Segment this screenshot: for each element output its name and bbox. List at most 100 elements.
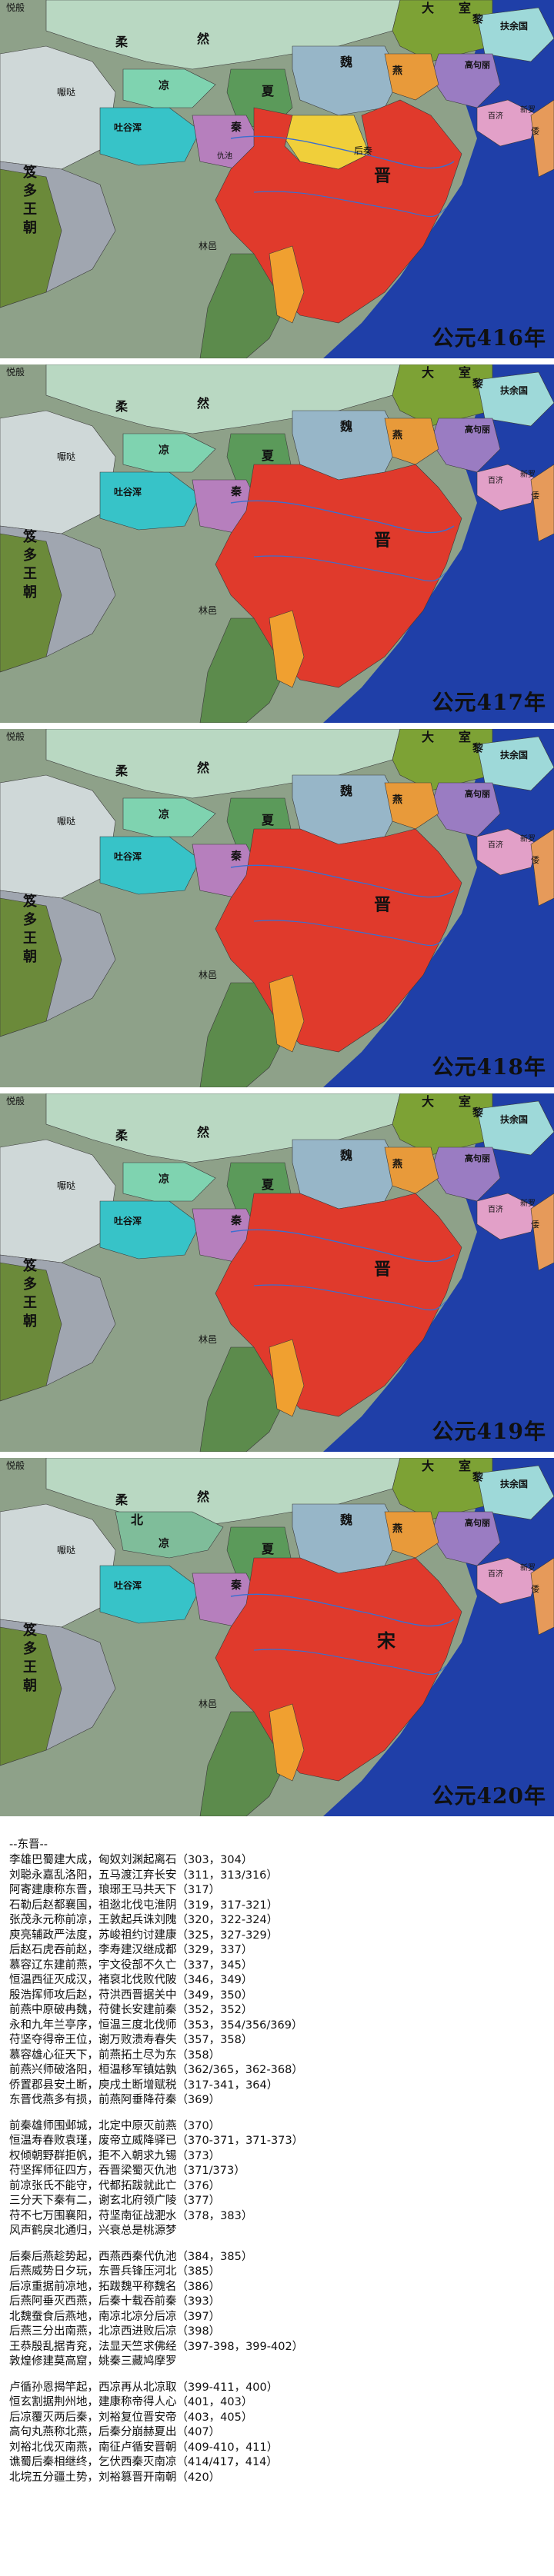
poem-line: 后凉重据前凉地，拓跋魏平称魏名（386） [9, 2280, 221, 2293]
territory-shape [269, 974, 305, 1053]
region-label: 秦 [230, 121, 242, 134]
region-label: 晋 [374, 1260, 391, 1280]
poem-line: 刘聪永嘉乱洛阳，五马渡江弃长安（311，313/316） [9, 1869, 278, 1882]
territory-shape [476, 99, 539, 147]
poem-line: 后燕三分出南燕，北凉西进败后凉（398） [9, 2325, 221, 2338]
region-label: 魏 [339, 1513, 352, 1527]
poem-line: 北魏蚕食后燕地，南凉北凉分后凉（397） [9, 2310, 221, 2323]
poem-line: 风声鹤戾北通归，兴衰总是桃源梦 [9, 2225, 177, 2237]
region-label-char: 朝 [23, 584, 37, 601]
river-line [230, 500, 455, 534]
map-canvas: 悦般大室柔 然黎 扶余国高句丽吐谷浑百济新罗倭夏魏燕秦凉晋林邑笈多王朝嚈哒 [0, 729, 554, 1087]
poem-line: 慕容辽东建前燕，宇文役部不久亡（337，345） [9, 1959, 253, 1972]
region-label: 扶余国 [500, 384, 528, 396]
region-label: 新罗 [520, 469, 536, 479]
map-year-label: 公元416年 [432, 325, 546, 351]
poem-line: 敦煌修建莫高窟，姚秦三藏鸠摩罗 [9, 2355, 177, 2368]
region-label: 秦 [230, 850, 242, 863]
map-panel-2: 悦般 大 室柔 然 黎 扶余国 高句丽 吐谷浑 百济 新罗倭 夏 魏燕秦 凉晋林邑 笈多王朝 嚈哒 公元417… [0, 364, 554, 723]
region-label-char: 笈 [22, 1622, 38, 1639]
region-label: 夏 [261, 448, 275, 463]
region-label: 燕 [392, 429, 402, 441]
poem-line: 后燕阿垂灭西燕，后秦十载吞前秦（393） [9, 2295, 221, 2308]
territory-shape [476, 736, 554, 791]
poem-line: 后秦后燕趁势起，西燕西秦代仇池（384，385） [9, 2250, 253, 2263]
territory-shape [0, 533, 62, 673]
region-label: 嚈哒 [57, 1180, 75, 1191]
map-canvas: 悦般大室柔 然黎 扶余国高句丽吐谷浑百济新罗倭夏魏燕秦凉晋林邑笈多王朝嚈哒 [0, 364, 554, 723]
territory-shape [122, 433, 216, 473]
territory-shape [384, 1147, 439, 1194]
region-label: 百济 [488, 475, 503, 485]
poem-stanzas: 李雄巴蜀建大成，匈奴刘渊起离石（303，304） 刘聪永嘉乱洛阳，五马渡江弃长安（… [9, 1853, 548, 2485]
region-label: 然 [197, 1125, 209, 1140]
poem-line: 卢循孙恩揭竿起，西凉再从北凉取（399-411，400） [9, 2381, 279, 2394]
territory-shape [530, 828, 554, 907]
region-label: 黎 [472, 13, 483, 26]
region-label: 柔 [115, 1128, 128, 1143]
poem-line: 前燕中原破冉魏，苻健长安建前秦（352，352） [9, 2004, 253, 2016]
poem-line: 阿寄建康称东晋，琅琊王马共天下（317） [9, 1884, 221, 1896]
region-label: 嚈哒 [57, 451, 75, 462]
territory-shape [476, 1100, 554, 1156]
region-label: 大 [422, 365, 434, 380]
region-label: 扶余国 [500, 20, 528, 32]
poem-line: 庾亮辅政严法度，苏峻祖约讨建康（325，327-329） [9, 1929, 279, 1942]
region-label: 高句丽 [465, 424, 490, 434]
poem-stanza: 前秦雄师围邺城，北定中原灭前燕（370） 恒温寿春败袁瑾，废帝立威降驿已（370-… [9, 2119, 548, 2239]
region-label: 燕 [392, 65, 402, 77]
region-label: 室 [459, 365, 471, 380]
region-label-char: 笈 [22, 528, 38, 545]
region-label: 室 [459, 1094, 471, 1109]
river-line [230, 1593, 455, 1627]
region-label: 柔 [115, 1493, 128, 1507]
region-label: 晋 [374, 896, 391, 915]
poem-line: 苻坚挥师征四方，吞晋梁蜀灭仇池（371/373） [9, 2165, 245, 2177]
region-label: 黎 [472, 378, 483, 391]
region-label: 新罗 [520, 1563, 536, 1573]
region-label: 柔 [115, 35, 128, 49]
region-label: 宋 [377, 1630, 395, 1652]
region-label: 魏 [339, 1148, 352, 1163]
region-label: 晋 [374, 167, 391, 186]
region-label: 吐谷浑 [114, 850, 142, 862]
region-label: 高句丽 [465, 1153, 490, 1163]
region-label: 晋 [374, 531, 391, 551]
poem-line: 权倾朝野群拒帆，拒不入朝求九锡（373） [9, 2149, 221, 2162]
poem-line: 苻坚夺得帝王位，谢万败溃寿春失（357，358） [9, 2034, 253, 2046]
region-label: 仇池 [217, 151, 232, 161]
region-label: 然 [197, 760, 209, 775]
poem-line: 北垸五分疆土势，刘裕篡晋开南朝（420） [9, 2471, 221, 2484]
region-label: 大 [422, 1459, 434, 1473]
region-label-char: 多 [23, 182, 37, 199]
region-label: 大 [422, 1094, 434, 1109]
map-year-label: 公元418年 [432, 1054, 546, 1080]
region-label: 然 [197, 396, 209, 411]
stanza-gap [9, 2108, 548, 2119]
region-label: 高句丽 [465, 788, 490, 799]
region-label: 嚈哒 [57, 1545, 75, 1556]
region-label: 凉 [159, 79, 169, 92]
poem-line: 后凉覆灭两后秦，刘裕复位晋安帝（403，405） [9, 2411, 253, 2424]
region-label: 悦般 [6, 731, 25, 742]
territory-shape [269, 1339, 305, 1417]
territory-shape [476, 1557, 539, 1605]
territory-shape [530, 99, 554, 178]
region-label: 新罗 [520, 1198, 536, 1208]
region-label: 燕 [392, 1158, 402, 1170]
poem-line: 谯蜀后秦相继终，乞伏西秦灭南凉（414/417，414） [9, 2456, 278, 2468]
region-label-char: 王 [23, 930, 37, 947]
region-label: 吐谷浑 [114, 121, 142, 133]
region-label: 秦 [230, 1214, 242, 1227]
poem-line: 前秦雄师围邺城，北定中原灭前燕（370） [9, 2119, 221, 2132]
region-label: 室 [459, 1, 471, 15]
region-label: 嚈哒 [57, 816, 75, 827]
region-label: 百济 [488, 840, 503, 850]
territory-shape [0, 897, 62, 1037]
territory-shape [122, 68, 216, 108]
region-label-char: 朝 [23, 948, 37, 965]
region-label: 扶余国 [500, 1478, 528, 1489]
region-label: 林邑 [199, 1334, 217, 1345]
region-label: 室 [459, 730, 471, 744]
